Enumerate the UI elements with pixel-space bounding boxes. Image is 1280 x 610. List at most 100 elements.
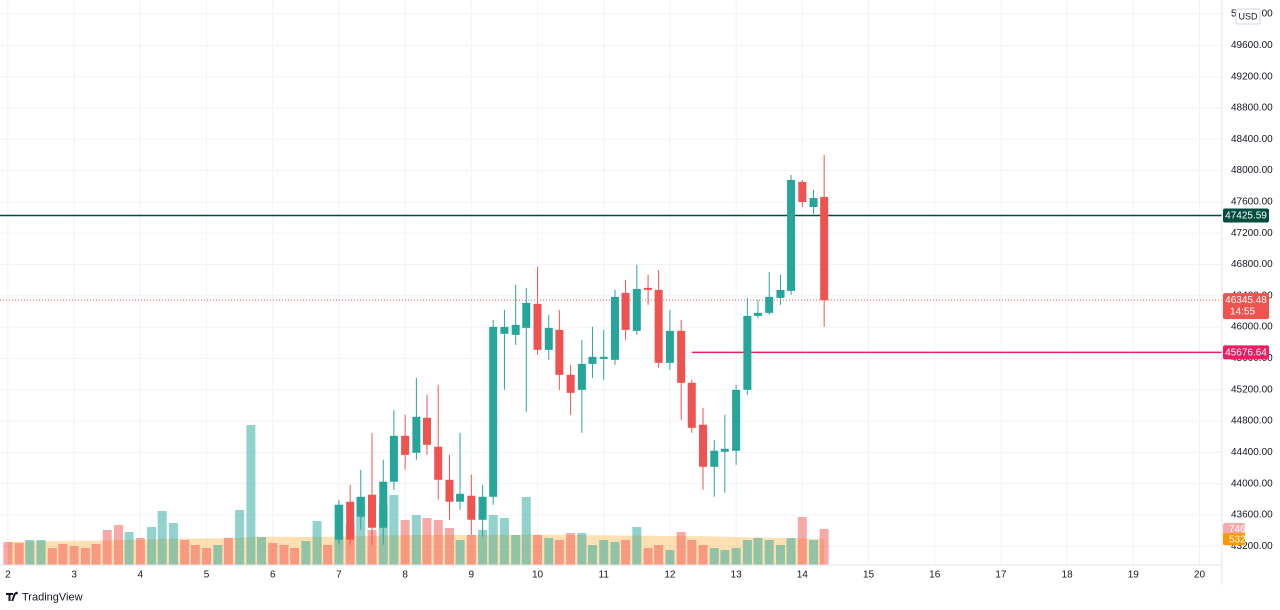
volume-badge	[1223, 522, 1245, 535]
countdown: 14:55	[1230, 307, 1255, 318]
candle-body	[599, 356, 608, 359]
candle-body	[765, 296, 774, 313]
candle-body	[809, 197, 818, 207]
volume-bar	[135, 538, 145, 565]
candle-body	[743, 315, 752, 390]
volume-bar	[621, 539, 631, 565]
price-badge-label: 47425.59	[1225, 211, 1267, 222]
candle-body	[798, 181, 807, 202]
candle-body	[732, 389, 741, 451]
candle-body	[434, 446, 443, 480]
candle-body	[422, 417, 431, 445]
y-tick-label: 48000.00	[1231, 165, 1273, 176]
volume-bar	[643, 548, 653, 565]
currency-label: USD	[1238, 11, 1258, 21]
y-tick-label: 48800.00	[1231, 103, 1273, 114]
candle-body	[379, 481, 388, 528]
volume-bar	[312, 521, 322, 565]
candle-body	[787, 179, 796, 291]
candle-body	[334, 504, 343, 540]
candle-body	[544, 327, 553, 350]
price-badge	[1223, 345, 1269, 360]
volume-bar	[235, 509, 245, 565]
volume-bar	[775, 545, 785, 565]
horizontal-lines	[0, 214, 1222, 354]
volume-bar	[279, 545, 289, 565]
volume-bar	[91, 543, 101, 565]
y-tick-label: 49600.00	[1231, 40, 1273, 51]
candle-body	[753, 312, 762, 316]
volume-bar	[113, 525, 123, 565]
x-tick-label: 15	[863, 570, 875, 581]
volume-bar	[455, 539, 465, 565]
candle-body	[467, 495, 476, 520]
x-tick-label: 14	[797, 570, 809, 581]
x-tick-label: 16	[929, 570, 941, 581]
x-tick-label: 5	[204, 570, 210, 581]
candle-body	[389, 435, 398, 482]
volume-bar	[511, 535, 521, 565]
volume-bar	[168, 523, 178, 565]
candle-body	[478, 496, 487, 520]
candle-body	[710, 450, 719, 467]
price-badge	[1223, 208, 1269, 223]
currency-badge	[1235, 8, 1261, 25]
volume-bar	[290, 548, 300, 565]
volume-bar	[69, 546, 79, 565]
y-tick-label: 46000.00	[1231, 322, 1273, 333]
candle-body	[500, 326, 509, 334]
candle-body	[588, 356, 597, 364]
x-tick-label: 12	[664, 570, 676, 581]
x-tick-label: 4	[138, 570, 144, 581]
volume-bar	[433, 519, 443, 565]
volume-bar	[400, 519, 410, 565]
candle-body	[654, 289, 663, 363]
volume-bar	[654, 545, 664, 565]
volume-bar	[466, 535, 476, 565]
y-tick-label: 48400.00	[1231, 134, 1273, 145]
candle-body	[533, 303, 542, 350]
volume-bar	[599, 539, 609, 565]
logo-text: TradingView	[22, 591, 83, 603]
candle-body	[610, 296, 619, 360]
candle-body	[577, 363, 586, 390]
volume-bar	[268, 543, 278, 565]
candle-body	[401, 435, 410, 455]
y-tick-label: 47600.00	[1231, 197, 1273, 208]
volume-bar	[478, 529, 488, 565]
volume-bar	[687, 539, 697, 565]
candle-body	[445, 479, 454, 502]
candle-body	[356, 496, 365, 517]
volume-bar	[356, 497, 366, 565]
x-tick-label: 19	[1128, 570, 1140, 581]
logo: TradingView	[6, 591, 83, 603]
y-tick-label: 47200.00	[1231, 228, 1273, 239]
price-badge-label: 45676.64	[1225, 348, 1267, 359]
logo-icon	[6, 591, 18, 601]
x-tick-label: 7	[336, 570, 342, 581]
axes: 2 3 4 5 6 7 8 9 10 11 12 13 14 15 16 17 18 19 20 43200.00 43…	[5, 9, 1273, 581]
candle-body	[412, 416, 421, 453]
volume-bar	[587, 545, 597, 565]
volume-bar	[223, 538, 233, 565]
volume-bar	[190, 545, 200, 565]
volume-bar	[742, 539, 752, 565]
candle-body	[699, 424, 708, 467]
x-tick-label: 20	[1194, 570, 1206, 581]
y-tick-label: 45200.00	[1231, 384, 1273, 395]
volume-bar	[180, 539, 190, 565]
y-tick-label: 43200.00	[1231, 541, 1273, 552]
volume-bar	[213, 545, 223, 565]
y-tick-label: 44800.00	[1231, 416, 1273, 427]
volume-bar	[345, 525, 355, 565]
volume-bar	[36, 539, 46, 565]
volume-bar	[731, 548, 741, 565]
candle-body	[555, 329, 564, 375]
volume-bar	[422, 518, 432, 565]
candle-body	[776, 289, 785, 298]
volume-bar	[202, 548, 212, 565]
volume-bar	[521, 497, 531, 565]
volume-bar	[577, 533, 587, 565]
volume-bar	[632, 526, 642, 565]
